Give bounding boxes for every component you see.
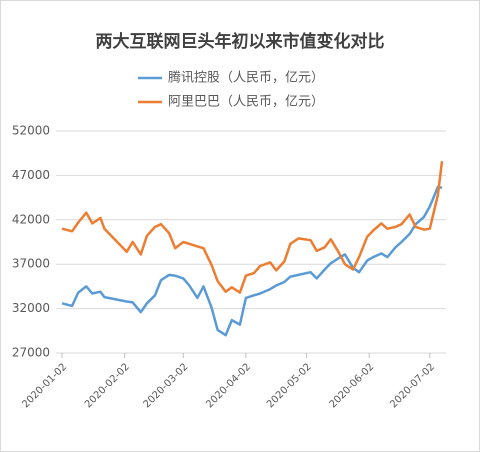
y-tick-label: 47000	[12, 168, 50, 182]
y-tick-label: 52000	[12, 124, 50, 138]
legend-label: 阿里巴巴（人民币，亿元）	[168, 95, 324, 110]
y-tick-label: 42000	[12, 212, 50, 226]
chart-title: 两大互联网巨头年初以来市值变化对比	[96, 31, 385, 52]
y-tick-label: 37000	[12, 257, 50, 271]
y-tick-label: 32000	[12, 301, 50, 315]
series-line	[61, 185, 443, 337]
legend-label: 腾讯控股（人民币，亿元）	[168, 70, 324, 86]
y-tick-label: 27000	[12, 346, 50, 360]
series-line	[61, 161, 444, 294]
